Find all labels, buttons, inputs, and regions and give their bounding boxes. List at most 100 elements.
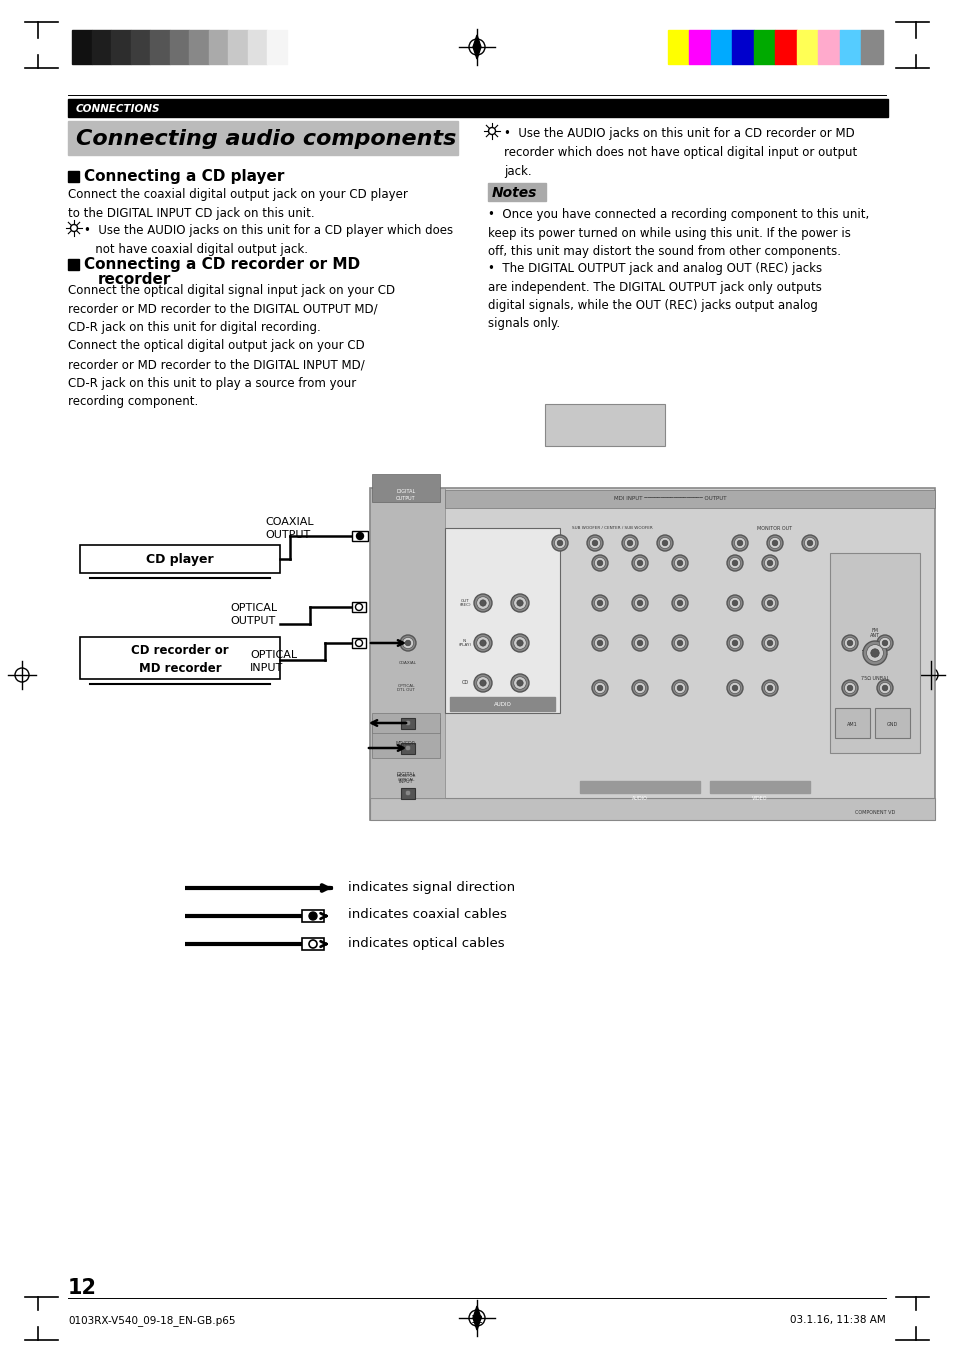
Circle shape xyxy=(761,594,778,611)
Text: Connecting audio components: Connecting audio components xyxy=(76,128,456,149)
Text: MONITOR
OPTICAL: MONITOR OPTICAL xyxy=(395,774,416,782)
Circle shape xyxy=(479,680,486,686)
Text: indicates optical cables: indicates optical cables xyxy=(348,936,504,950)
Text: AUDIO: AUDIO xyxy=(632,797,647,801)
Bar xyxy=(874,708,909,738)
Text: Connecting a CD player: Connecting a CD player xyxy=(84,169,284,185)
Bar xyxy=(400,743,415,754)
Circle shape xyxy=(637,600,642,605)
Circle shape xyxy=(761,680,778,696)
Circle shape xyxy=(671,594,687,611)
Bar xyxy=(709,781,809,793)
Circle shape xyxy=(557,540,562,546)
Circle shape xyxy=(876,635,892,651)
Circle shape xyxy=(726,680,742,696)
Circle shape xyxy=(474,594,492,612)
Text: Connect the optical digital signal input jack on your CD
recorder or MD recorder: Connect the optical digital signal input… xyxy=(68,284,395,408)
Circle shape xyxy=(766,640,772,646)
Bar xyxy=(209,30,228,63)
Circle shape xyxy=(879,682,890,693)
Circle shape xyxy=(586,535,602,551)
Circle shape xyxy=(476,677,489,689)
Circle shape xyxy=(594,682,605,693)
Circle shape xyxy=(594,597,605,608)
Text: AUDIO: AUDIO xyxy=(493,701,511,707)
Text: CONNECTIONS: CONNECTIONS xyxy=(76,104,160,113)
Bar xyxy=(111,30,131,63)
Circle shape xyxy=(732,561,737,566)
Circle shape xyxy=(405,640,411,646)
Text: MDI INPUT ────────────────── OUTPUT: MDI INPUT ────────────────── OUTPUT xyxy=(613,497,725,501)
Circle shape xyxy=(309,912,316,920)
Bar xyxy=(372,717,439,758)
Text: 12: 12 xyxy=(68,1278,97,1298)
Circle shape xyxy=(729,682,740,693)
Circle shape xyxy=(726,635,742,651)
Circle shape xyxy=(729,597,740,608)
Circle shape xyxy=(402,638,414,648)
Text: MD/CDR: MD/CDR xyxy=(395,740,416,746)
Bar xyxy=(450,697,555,711)
Text: SUB WOOFER / CENTER / SUB WOOFER: SUB WOOFER / CENTER / SUB WOOFER xyxy=(571,526,652,530)
Circle shape xyxy=(634,597,645,608)
Circle shape xyxy=(731,535,747,551)
Text: 0103RX-V540_09-18_EN-GB.p65: 0103RX-V540_09-18_EN-GB.p65 xyxy=(68,1315,235,1325)
Circle shape xyxy=(876,680,892,696)
Text: •  Use the AUDIO jacks on this unit for a CD recorder or MD
recorder which does : • Use the AUDIO jacks on this unit for a… xyxy=(503,127,857,178)
Bar xyxy=(68,172,79,182)
Circle shape xyxy=(846,685,852,690)
Bar xyxy=(131,30,150,63)
Circle shape xyxy=(597,640,602,646)
Circle shape xyxy=(734,538,745,549)
Circle shape xyxy=(597,600,602,605)
Circle shape xyxy=(511,674,529,692)
Circle shape xyxy=(732,600,737,605)
Circle shape xyxy=(801,535,817,551)
Text: MONITOR OUT: MONITOR OUT xyxy=(757,526,792,531)
Circle shape xyxy=(771,540,777,546)
Bar xyxy=(170,30,189,63)
Circle shape xyxy=(763,682,775,693)
Text: Connect the coaxial digital output jack on your CD player
to the DIGITAL INPUT C: Connect the coaxial digital output jack … xyxy=(68,188,408,220)
Circle shape xyxy=(552,535,567,551)
Circle shape xyxy=(677,561,682,566)
Bar xyxy=(80,544,280,573)
Polygon shape xyxy=(473,35,480,59)
Bar xyxy=(488,182,545,201)
Circle shape xyxy=(865,644,882,662)
Circle shape xyxy=(843,682,855,693)
Text: COAXIAL
OUTPUT: COAXIAL OUTPUT xyxy=(265,517,314,540)
Circle shape xyxy=(729,638,740,648)
Bar xyxy=(189,30,209,63)
Bar xyxy=(248,30,267,63)
Circle shape xyxy=(671,555,687,571)
Text: OPTICAL
INPUT: OPTICAL INPUT xyxy=(250,650,296,673)
Circle shape xyxy=(399,635,416,651)
Circle shape xyxy=(405,746,411,751)
Circle shape xyxy=(763,558,775,569)
Bar xyxy=(352,531,368,540)
Circle shape xyxy=(763,638,775,648)
Text: DIGITAL
OUTPUT: DIGITAL OUTPUT xyxy=(395,489,416,501)
Text: FM
ANT: FM ANT xyxy=(869,628,879,639)
Circle shape xyxy=(479,640,486,646)
Circle shape xyxy=(726,594,742,611)
Bar xyxy=(689,30,710,63)
Circle shape xyxy=(631,635,647,651)
Text: •  The DIGITAL OUTPUT jack and analog OUT (REC) jacks
are independent. The DIGIT: • The DIGITAL OUTPUT jack and analog OUT… xyxy=(488,262,821,331)
Text: •  Once you have connected a recording component to this unit,
keep its power tu: • Once you have connected a recording co… xyxy=(488,208,868,258)
Bar xyxy=(544,404,664,446)
Circle shape xyxy=(589,538,600,549)
Text: VIDEO: VIDEO xyxy=(752,797,767,801)
Circle shape xyxy=(671,680,687,696)
Text: recorder: recorder xyxy=(98,273,172,288)
Circle shape xyxy=(631,680,647,696)
Text: COAXIAL: COAXIAL xyxy=(398,661,416,665)
Circle shape xyxy=(597,561,602,566)
Bar xyxy=(861,30,882,63)
Circle shape xyxy=(592,555,607,571)
Text: indicates coaxial cables: indicates coaxial cables xyxy=(348,908,506,921)
Circle shape xyxy=(624,538,635,549)
Circle shape xyxy=(513,636,526,650)
Bar xyxy=(370,488,934,820)
